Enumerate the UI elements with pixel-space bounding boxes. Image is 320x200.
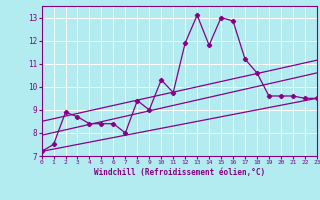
X-axis label: Windchill (Refroidissement éolien,°C): Windchill (Refroidissement éolien,°C) (94, 168, 265, 177)
